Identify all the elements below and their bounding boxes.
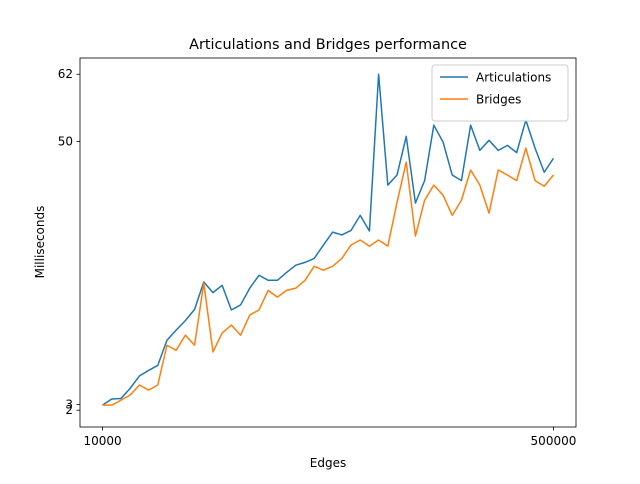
y-tick-label: 3 — [65, 398, 73, 412]
legend-box — [431, 64, 569, 122]
data-line — [102, 147, 555, 406]
y-tick-label: 2 — [65, 403, 73, 417]
x-axis-label: Edges — [310, 456, 346, 470]
chart-title: Articulations and Bridges performance — [189, 37, 467, 53]
x-tick-label: 10000 — [83, 434, 121, 448]
x-tick-label: 500000 — [531, 434, 577, 448]
y-axis-label: Milliseconds — [33, 206, 47, 279]
legend-label: Bridges — [476, 93, 521, 107]
plot-frame — [79, 57, 577, 428]
legend: Articulations Bridges — [431, 64, 569, 122]
data-line — [102, 73, 555, 406]
legend-label: Articulations — [476, 71, 551, 85]
y-tick-label: 62 — [58, 67, 73, 81]
y-tick-label: 50 — [58, 134, 73, 148]
